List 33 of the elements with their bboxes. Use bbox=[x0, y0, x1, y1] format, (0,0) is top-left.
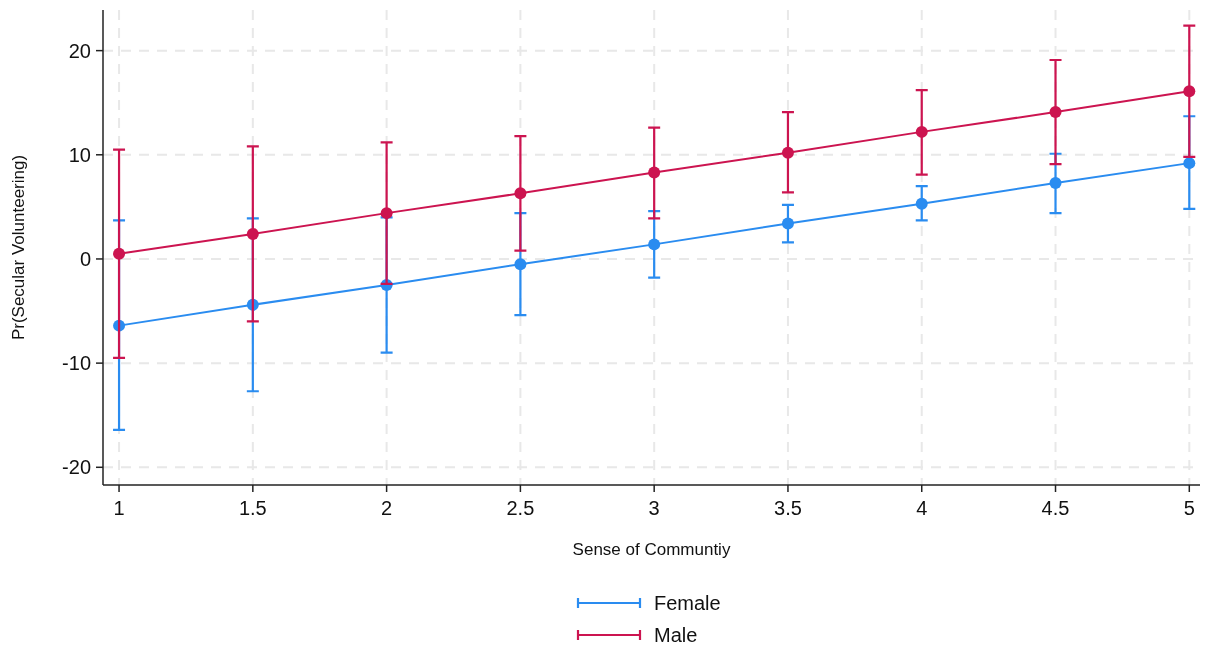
point bbox=[246, 227, 259, 240]
point bbox=[915, 197, 928, 210]
y-tick-label: 0 bbox=[79, 247, 91, 270]
point bbox=[1183, 85, 1196, 98]
x-tick-label: 1.5 bbox=[238, 497, 267, 519]
x-tick-label: 2 bbox=[381, 497, 393, 519]
legend-label: Male bbox=[654, 624, 698, 646]
point bbox=[781, 146, 794, 159]
x-tick-label: 4.5 bbox=[1041, 497, 1070, 519]
point bbox=[113, 247, 126, 260]
x-tick-label: 1 bbox=[113, 497, 125, 519]
x-tick-label: 4 bbox=[916, 497, 928, 519]
point bbox=[380, 207, 393, 220]
point bbox=[781, 217, 794, 230]
y-tick-label: -10 bbox=[62, 352, 91, 375]
point bbox=[1049, 106, 1062, 119]
y-tick-label: -20 bbox=[62, 456, 91, 479]
x-tick-label: 2.5 bbox=[506, 497, 535, 519]
y-tick-label: 20 bbox=[68, 39, 91, 62]
point bbox=[514, 187, 527, 200]
point bbox=[648, 238, 661, 251]
point bbox=[1183, 157, 1196, 170]
point bbox=[1049, 176, 1062, 189]
point bbox=[648, 166, 661, 179]
x-tick-label: 3.5 bbox=[774, 497, 802, 519]
legend-label: Female bbox=[654, 592, 721, 614]
point bbox=[514, 258, 527, 271]
y-axis-title: Pr(Secular Volunteering) bbox=[9, 154, 28, 341]
point bbox=[915, 125, 928, 138]
y-tick-label: 10 bbox=[68, 143, 91, 166]
x-axis-title: Sense of Communtiy bbox=[572, 540, 731, 559]
x-tick-label: 5 bbox=[1183, 497, 1195, 519]
x-tick-label: 3 bbox=[648, 497, 660, 519]
